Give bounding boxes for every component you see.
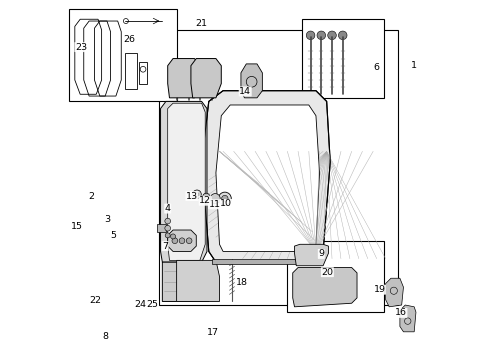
Bar bbox=[159, 30, 397, 305]
Text: 11: 11 bbox=[208, 200, 220, 209]
Text: 22: 22 bbox=[89, 296, 101, 305]
Bar bbox=[301, 19, 383, 98]
Polygon shape bbox=[160, 102, 206, 262]
Bar bbox=[287, 241, 383, 312]
Text: 21: 21 bbox=[195, 19, 206, 28]
Polygon shape bbox=[176, 260, 219, 301]
Text: 14: 14 bbox=[239, 87, 251, 96]
Circle shape bbox=[316, 31, 325, 40]
Polygon shape bbox=[292, 267, 356, 307]
Circle shape bbox=[186, 238, 192, 244]
Polygon shape bbox=[294, 244, 328, 266]
Text: 6: 6 bbox=[373, 63, 379, 72]
Text: 5: 5 bbox=[110, 231, 116, 240]
Circle shape bbox=[338, 31, 346, 40]
Text: 23: 23 bbox=[75, 42, 87, 51]
Circle shape bbox=[172, 238, 177, 244]
Polygon shape bbox=[399, 305, 415, 332]
Circle shape bbox=[165, 233, 170, 238]
Text: 26: 26 bbox=[123, 35, 135, 44]
Text: 24: 24 bbox=[134, 300, 146, 309]
Polygon shape bbox=[167, 59, 200, 98]
Polygon shape bbox=[201, 91, 329, 262]
Circle shape bbox=[218, 192, 231, 205]
Text: 13: 13 bbox=[185, 192, 198, 201]
Polygon shape bbox=[162, 262, 208, 301]
Text: 25: 25 bbox=[146, 300, 158, 309]
Polygon shape bbox=[216, 105, 319, 251]
Bar bbox=[139, 62, 147, 84]
Polygon shape bbox=[167, 230, 196, 251]
Text: 15: 15 bbox=[71, 222, 83, 231]
Text: 7: 7 bbox=[162, 242, 168, 251]
Polygon shape bbox=[385, 278, 403, 307]
Polygon shape bbox=[167, 103, 205, 260]
Text: 9: 9 bbox=[318, 249, 324, 258]
Text: 10: 10 bbox=[220, 199, 231, 208]
Polygon shape bbox=[241, 64, 262, 98]
Bar bbox=[212, 258, 321, 264]
Text: 20: 20 bbox=[321, 268, 333, 277]
Text: 16: 16 bbox=[394, 309, 406, 318]
Circle shape bbox=[164, 218, 170, 224]
Bar bbox=[124, 53, 137, 89]
Circle shape bbox=[164, 225, 170, 231]
Polygon shape bbox=[190, 59, 221, 98]
Text: 3: 3 bbox=[103, 215, 110, 224]
Circle shape bbox=[305, 31, 314, 40]
Text: 8: 8 bbox=[102, 332, 108, 341]
Text: 1: 1 bbox=[410, 61, 416, 70]
Text: 4: 4 bbox=[164, 204, 170, 213]
Circle shape bbox=[210, 194, 220, 203]
Circle shape bbox=[179, 238, 184, 244]
Text: 12: 12 bbox=[199, 196, 211, 205]
Text: 18: 18 bbox=[235, 278, 247, 287]
Circle shape bbox=[203, 193, 209, 201]
Text: 17: 17 bbox=[206, 328, 219, 337]
Circle shape bbox=[192, 190, 201, 199]
Text: 2: 2 bbox=[88, 192, 94, 201]
Bar bbox=[69, 9, 176, 102]
Circle shape bbox=[170, 234, 175, 239]
Bar bbox=[157, 224, 165, 232]
Circle shape bbox=[327, 31, 336, 40]
Circle shape bbox=[221, 195, 227, 202]
Text: 19: 19 bbox=[373, 285, 385, 294]
